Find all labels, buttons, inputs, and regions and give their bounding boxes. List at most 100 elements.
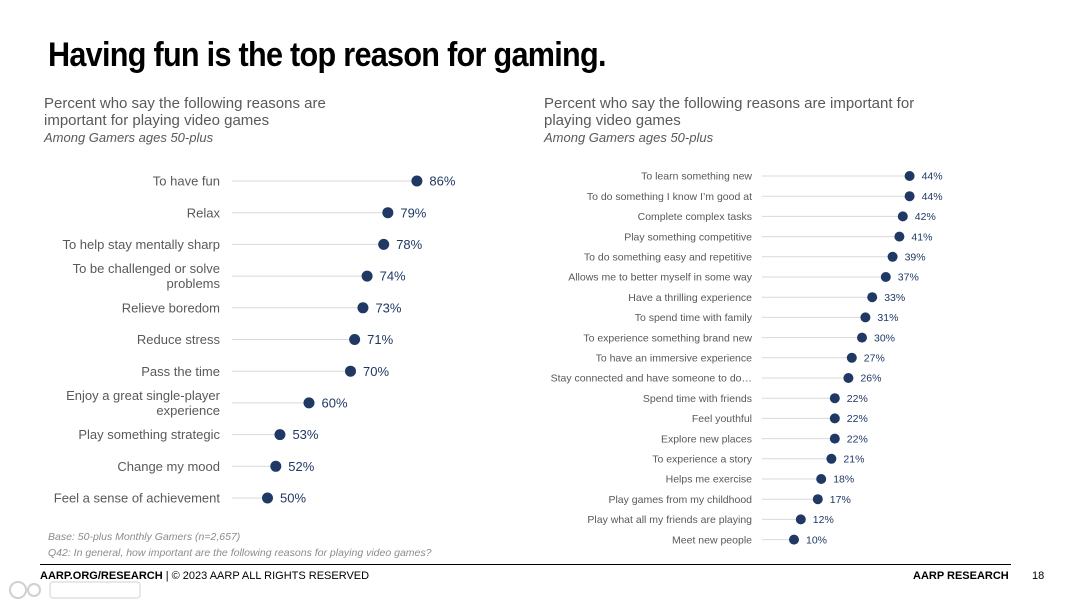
left-dot xyxy=(274,429,286,441)
left-value-label: 74% xyxy=(380,269,406,284)
right-dot xyxy=(789,534,799,545)
right-category-label: Spend time with friends xyxy=(643,393,752,405)
right-dot xyxy=(857,332,867,343)
right-value-label: 37% xyxy=(898,272,919,284)
right-dot xyxy=(816,474,827,484)
right-category-label: To do something easy and repetitive xyxy=(584,251,752,263)
right-value-label: 31% xyxy=(877,312,898,324)
right-value-label: 44% xyxy=(922,171,943,183)
left-value-label: 71% xyxy=(367,332,393,347)
left-value-label: 60% xyxy=(322,395,348,410)
left-category-label-line: To be challenged or solve xyxy=(73,261,220,276)
right-value-label: 33% xyxy=(884,292,905,304)
right-dot xyxy=(812,494,823,505)
right-value-label: 26% xyxy=(860,373,881,385)
left-dot xyxy=(270,460,282,472)
left-category-label: To be challenged or solve problems xyxy=(73,261,221,291)
right-category-label: Helps me exercise xyxy=(666,474,753,486)
left-chart-title-line: Percent who say the following reasons ar… xyxy=(44,95,326,112)
left-dot xyxy=(361,270,373,282)
right-category-label: To do something I know I’m good at xyxy=(587,191,752,203)
question-note: Q42: In general, how important are the f… xyxy=(48,547,432,559)
right-category-label: To experience something brand new xyxy=(583,332,752,344)
right-value-label: 17% xyxy=(830,494,851,506)
left-value-label: 53% xyxy=(292,427,318,442)
left-dot xyxy=(411,175,423,187)
right-category-label: To spend time with family xyxy=(635,312,753,324)
right-dot xyxy=(826,453,837,464)
right-dot-chart: To learn something new 44% To do something… xyxy=(551,171,943,547)
left-category-label: Change my mood xyxy=(117,459,220,474)
footer-copyright: AARP.ORG/RESEARCH | © 2023 AARP ALL RIGH… xyxy=(40,570,369,582)
right-chart-title: Percent who say the following reasons ar… xyxy=(544,95,914,129)
right-category-label: To learn something new xyxy=(641,171,752,183)
right-value-label: 41% xyxy=(911,231,932,243)
left-category-label: Feel a sense of achievement xyxy=(54,491,221,506)
right-category-label: To have an immersive experience xyxy=(596,352,753,364)
left-category-label: To have fun xyxy=(153,174,220,189)
left-dot xyxy=(303,397,315,409)
left-value-label: 86% xyxy=(429,174,455,189)
right-dot xyxy=(795,514,806,525)
page-number: 18 xyxy=(1032,570,1045,582)
right-value-label: 39% xyxy=(905,251,926,263)
left-dot xyxy=(357,302,369,314)
left-category-label: Relieve boredom xyxy=(122,300,220,315)
watermark-logo-icon xyxy=(9,581,141,599)
footer-rights: | © 2023 AARP ALL RIGHTS RESERVED xyxy=(162,570,370,582)
right-category-label: To experience a story xyxy=(652,453,753,465)
right-value-label: 44% xyxy=(922,191,943,203)
right-dot xyxy=(894,231,905,242)
right-dot xyxy=(867,292,878,303)
right-value-label: 42% xyxy=(915,211,936,223)
left-chart-title: Percent who say the following reasons ar… xyxy=(44,95,326,129)
right-dot xyxy=(860,312,871,323)
right-value-label: 18% xyxy=(833,474,854,486)
right-value-label: 21% xyxy=(843,453,864,465)
right-category-label: Play what all my friends are playing xyxy=(587,514,752,526)
right-category-label: Feel youthful xyxy=(692,413,752,425)
right-value-label: 27% xyxy=(864,352,885,364)
right-chart-title-line: Percent who say the following reasons ar… xyxy=(544,95,915,112)
left-dot xyxy=(382,207,394,219)
right-dot xyxy=(843,373,854,383)
left-category-label-line: experience xyxy=(156,403,220,418)
right-value-label: 30% xyxy=(874,332,895,344)
left-category-label: To help stay mentally sharp xyxy=(62,237,220,252)
left-chart-title-line: important for playing video games xyxy=(44,112,270,129)
right-category-label: Explore new places xyxy=(661,433,752,445)
left-category-label: Reduce stress xyxy=(137,332,221,347)
right-dot xyxy=(880,272,891,282)
right-category-label: Play something competitive xyxy=(624,231,752,243)
right-category-label: Complete complex tasks xyxy=(638,211,752,223)
left-value-label: 70% xyxy=(363,364,389,379)
right-dot xyxy=(829,393,840,404)
left-value-label: 52% xyxy=(288,459,314,474)
right-category-label: Stay connected and have someone to do… xyxy=(551,373,752,385)
left-dot xyxy=(349,334,361,345)
right-value-label: 22% xyxy=(847,393,868,405)
right-category-label: Allows me to better myself in some way xyxy=(568,272,753,284)
footer-divider xyxy=(40,564,1011,565)
left-category-label: Play something strategic xyxy=(78,427,220,442)
footer-brand: AARP RESEARCH xyxy=(913,570,1009,582)
right-value-label: 10% xyxy=(806,534,827,546)
right-value-label: 22% xyxy=(847,433,868,445)
right-dot xyxy=(904,191,915,202)
right-dot xyxy=(887,251,898,262)
page-title: Having fun is the top reason for gaming. xyxy=(48,36,606,74)
right-value-label: 12% xyxy=(813,514,834,526)
left-category-label: Relax xyxy=(187,205,221,220)
left-category-label-line: problems xyxy=(167,276,221,291)
right-dot xyxy=(897,211,908,222)
right-dot xyxy=(904,171,915,181)
right-chart-subtitle: Among Gamers ages 50-plus xyxy=(544,130,714,145)
left-dot xyxy=(262,492,273,504)
left-dot xyxy=(345,365,356,377)
right-dot xyxy=(846,352,857,363)
footer-site-link[interactable]: AARP.ORG/RESEARCH xyxy=(40,570,163,582)
left-value-label: 79% xyxy=(400,205,426,220)
right-category-label: Meet new people xyxy=(672,534,752,546)
left-category-label-line: Enjoy a great single-player xyxy=(66,388,221,403)
right-category-label: Play games from my childhood xyxy=(608,494,752,506)
